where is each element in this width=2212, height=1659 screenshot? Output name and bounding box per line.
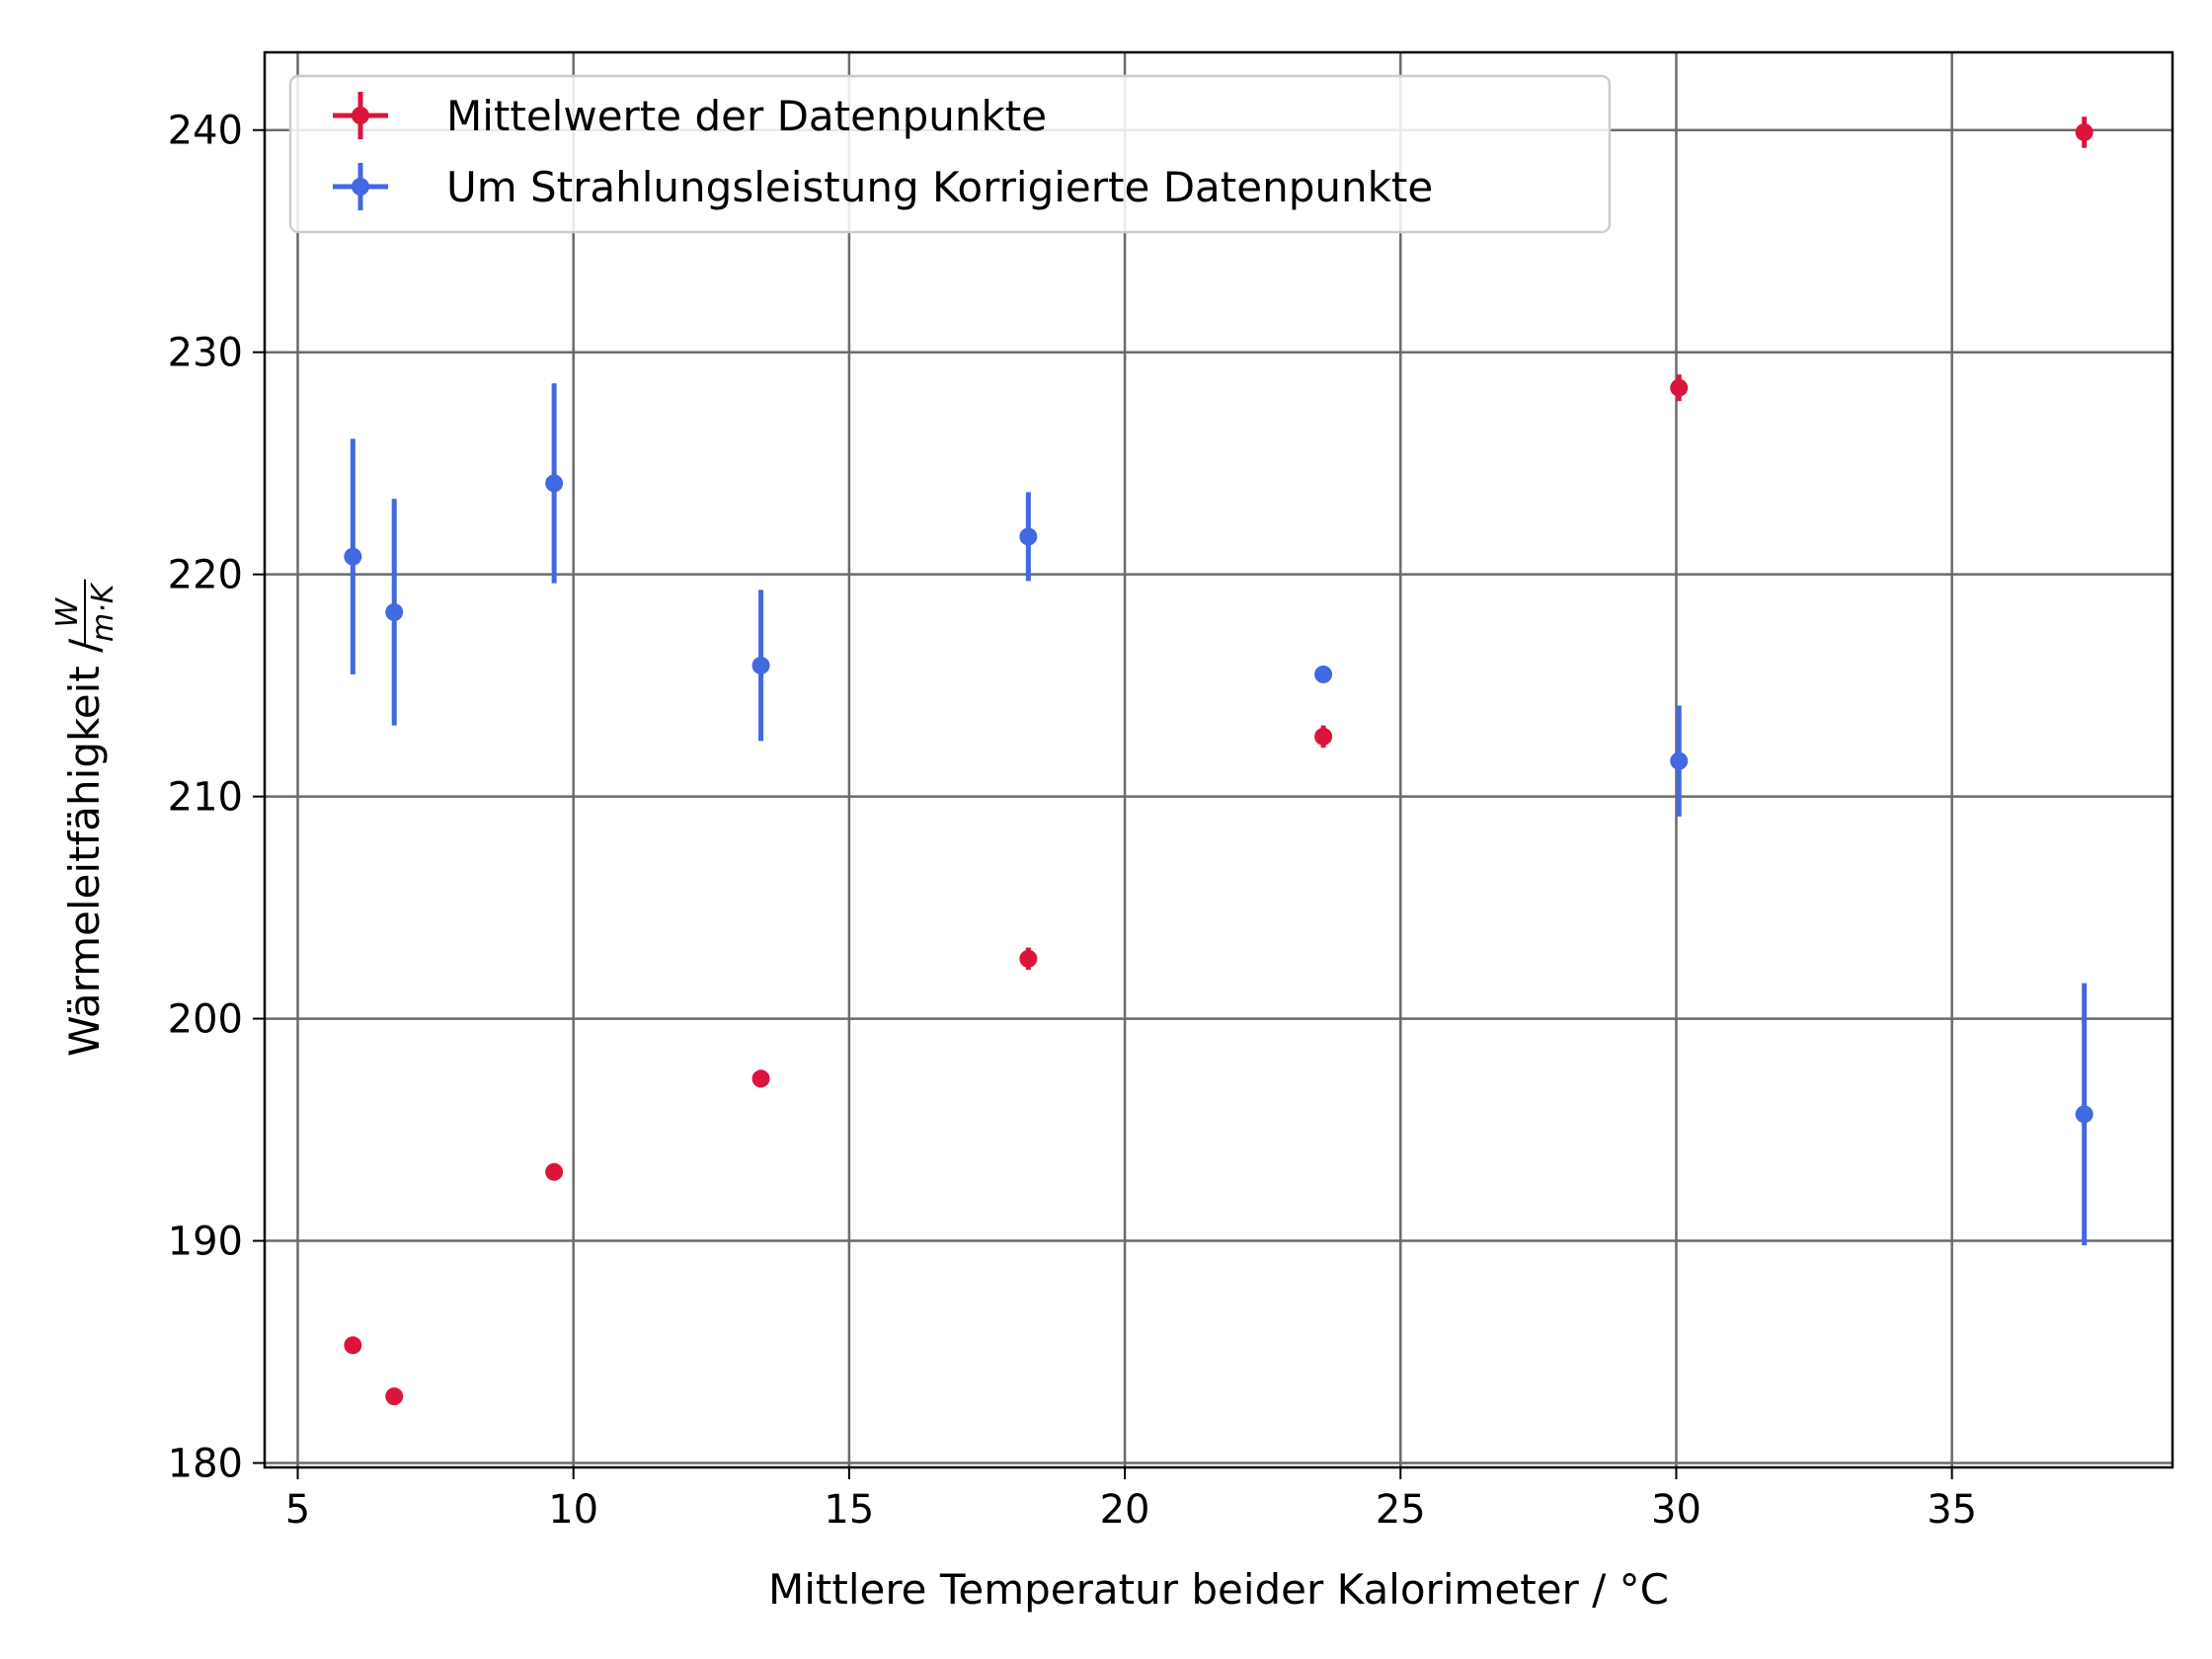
y-tick-label: 230 bbox=[168, 331, 243, 376]
y-tick-label: 180 bbox=[168, 1442, 243, 1487]
legend: Mittelwerte der Datenpunkte Um Strahlungs… bbox=[288, 74, 1612, 234]
data-point bbox=[385, 1387, 404, 1406]
data-point bbox=[751, 1069, 770, 1088]
data-point bbox=[1314, 665, 1333, 683]
data-point bbox=[385, 602, 404, 621]
data-point bbox=[344, 1336, 362, 1355]
data-point bbox=[1670, 751, 1689, 770]
axis-ticks: 5 10 15 20 25 30 35 180 190 200 210 220 230 240 bbox=[168, 109, 1977, 1533]
data-point bbox=[545, 474, 564, 493]
y-axis-unit-numerator: W bbox=[50, 597, 85, 628]
y-tick-label: 190 bbox=[168, 1220, 243, 1265]
legend-label: Um Strahlungsleistung Korrigierte Datenp… bbox=[446, 163, 1433, 211]
x-tick-label: 20 bbox=[1100, 1487, 1150, 1533]
x-tick-label: 5 bbox=[285, 1487, 310, 1533]
y-tick-label: 200 bbox=[168, 997, 243, 1043]
x-tick-label: 25 bbox=[1376, 1487, 1426, 1533]
legend-marker bbox=[352, 178, 369, 196]
y-axis-label: Wärmeleitfähigkeit / W m·K bbox=[50, 579, 120, 1057]
x-axis-label: Mittlere Temperatur beider Kalorimeter /… bbox=[768, 1565, 1669, 1614]
data-point bbox=[545, 1162, 564, 1181]
y-axis-label-text: Wärmeleitfähigkeit / bbox=[60, 638, 109, 1057]
y-tick-label: 220 bbox=[168, 553, 243, 598]
data-point bbox=[1314, 727, 1333, 746]
data-point bbox=[344, 547, 362, 566]
x-tick-label: 35 bbox=[1927, 1487, 1977, 1533]
data-point bbox=[751, 656, 770, 674]
plot-frame bbox=[263, 50, 2174, 1469]
series-2 bbox=[344, 383, 2094, 1246]
legend-label: Mittelwerte der Datenpunkte bbox=[446, 92, 1047, 140]
data-point bbox=[1670, 378, 1689, 397]
data-point bbox=[1019, 949, 1038, 968]
x-tick-label: 30 bbox=[1651, 1487, 1701, 1533]
y-tick-label: 210 bbox=[168, 775, 243, 821]
x-tick-label: 15 bbox=[824, 1487, 874, 1533]
y-axis-unit-denominator: m·K bbox=[86, 582, 120, 642]
y-tick-label: 240 bbox=[168, 109, 243, 154]
series-1 bbox=[344, 117, 2094, 1406]
legend-marker bbox=[352, 107, 369, 124]
series-layer bbox=[344, 117, 2094, 1406]
data-point bbox=[1019, 527, 1038, 546]
legend-box bbox=[288, 74, 1612, 234]
data-point bbox=[2075, 122, 2094, 141]
data-point bbox=[2075, 1105, 2094, 1124]
x-tick-label: 10 bbox=[548, 1487, 598, 1533]
